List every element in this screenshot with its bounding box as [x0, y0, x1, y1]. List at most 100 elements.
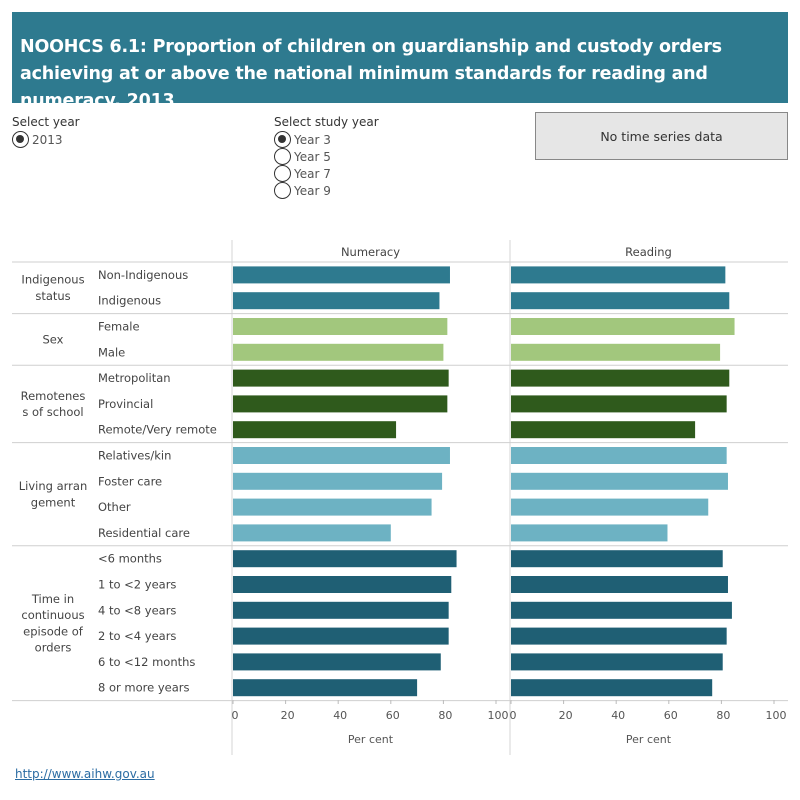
group-label: status — [35, 289, 70, 303]
tick-label: 100 — [488, 709, 509, 722]
year-filter: Select year 2013 — [12, 115, 80, 148]
tick-label: 0 — [232, 709, 239, 722]
tick-label: 80 — [438, 709, 452, 722]
aihw-link[interactable]: http://www.aihw.gov.au — [15, 767, 155, 781]
radio-icon[interactable] — [274, 182, 291, 199]
bar-reading — [511, 627, 727, 645]
bar-reading — [511, 679, 713, 697]
group-label: Indigenous — [21, 273, 84, 287]
year-option-label: 2013 — [32, 132, 63, 147]
study-year-option-year-3[interactable]: Year 3 — [274, 131, 379, 148]
bar-reading — [511, 524, 668, 542]
bar-numeracy — [233, 266, 450, 284]
year-filter-label: Select year — [12, 115, 80, 129]
bar-reading — [511, 576, 728, 593]
bar-reading — [511, 447, 727, 464]
group-label: s of school — [22, 405, 83, 419]
bar-numeracy — [233, 369, 449, 387]
group-label: orders — [35, 641, 72, 655]
study-year-filter: Select study year Year 3 Year 5 Year 7 Y… — [274, 115, 379, 199]
row-label: Provincial — [98, 397, 153, 411]
bar-reading — [511, 472, 728, 490]
row-label: Non-Indigenous — [98, 268, 188, 282]
bar-numeracy — [233, 498, 432, 516]
bar-numeracy — [233, 421, 397, 439]
tick-label: 40 — [333, 709, 347, 722]
radio-icon[interactable] — [274, 148, 291, 165]
tick-label: 60 — [386, 709, 400, 722]
bar-numeracy — [233, 653, 441, 671]
row-label: Female — [98, 320, 140, 334]
group-label: Remotenes — [21, 389, 86, 403]
axis-label: Per cent — [626, 733, 672, 746]
panel-header-numeracy: Numeracy — [341, 245, 400, 259]
study-year-option-label: Year 5 — [294, 149, 331, 164]
study-year-option-year-7[interactable]: Year 7 — [274, 165, 379, 182]
row-label: 1 to <2 years — [98, 578, 176, 592]
notice-text: No time series data — [600, 128, 723, 144]
bar-reading — [511, 266, 726, 284]
bar-numeracy — [233, 550, 457, 568]
radio-icon[interactable] — [12, 131, 29, 148]
tick-label: 80 — [716, 709, 730, 722]
study-year-option-year-5[interactable]: Year 5 — [274, 148, 379, 165]
row-label: 4 to <8 years — [98, 603, 176, 617]
row-label: Other — [98, 500, 131, 514]
group-label: gement — [31, 495, 76, 509]
study-year-option-label: Year 7 — [294, 166, 331, 181]
tick-label: 60 — [664, 709, 678, 722]
bar-numeracy — [233, 343, 444, 361]
study-year-option-year-9[interactable]: Year 9 — [274, 182, 379, 199]
bar-numeracy — [233, 395, 448, 413]
row-label: Metropolitan — [98, 371, 171, 385]
bar-numeracy — [233, 576, 452, 593]
group-label: Sex — [43, 332, 64, 346]
page-title: NOOHCS 6.1: Proportion of children on gu… — [20, 37, 722, 111]
bar-numeracy — [233, 524, 391, 542]
tick-label: 0 — [510, 709, 517, 722]
row-label: 2 to <4 years — [98, 629, 176, 643]
year-option-2013[interactable]: 2013 — [12, 131, 80, 148]
bar-reading — [511, 550, 723, 568]
bar-numeracy — [233, 679, 418, 697]
bar-numeracy — [233, 472, 443, 490]
tick-label: 40 — [611, 709, 625, 722]
bar-reading — [511, 498, 709, 516]
tick-label: 20 — [281, 709, 295, 722]
bar-reading — [511, 343, 721, 361]
group-label: episode of — [23, 624, 84, 638]
row-label: Male — [98, 345, 125, 359]
row-label: Indigenous — [98, 294, 161, 308]
row-label: Residential care — [98, 526, 190, 540]
tick-label: 100 — [766, 709, 787, 722]
bar-reading — [511, 292, 730, 310]
row-label: Foster care — [98, 474, 162, 488]
bar-numeracy — [233, 292, 440, 310]
bar-numeracy — [233, 447, 450, 464]
group-label: Living arran — [19, 479, 87, 493]
row-label: Remote/Very remote — [98, 423, 217, 437]
axis-label: Per cent — [348, 733, 394, 746]
title-banner: NOOHCS 6.1: Proportion of children on gu… — [12, 12, 788, 111]
bar-reading — [511, 421, 696, 439]
study-year-filter-label: Select study year — [274, 115, 379, 129]
row-label: Relatives/kin — [98, 449, 171, 463]
row-label: 6 to <12 months — [98, 655, 195, 669]
bar-reading — [511, 395, 727, 413]
bar-numeracy — [233, 318, 448, 335]
radio-icon[interactable] — [274, 131, 291, 148]
bar-reading — [511, 601, 732, 619]
tick-label: 20 — [559, 709, 573, 722]
bar-numeracy — [233, 627, 449, 645]
no-time-series-notice: No time series data — [535, 112, 788, 160]
group-label: continuous — [21, 608, 84, 622]
bar-numeracy — [233, 601, 449, 619]
bar-reading — [511, 653, 723, 671]
study-year-option-label: Year 3 — [294, 132, 331, 147]
bar-reading — [511, 369, 730, 387]
row-label: 8 or more years — [98, 681, 189, 695]
bar-reading — [511, 318, 735, 335]
radio-icon[interactable] — [274, 165, 291, 182]
group-label: Time in — [31, 592, 74, 606]
